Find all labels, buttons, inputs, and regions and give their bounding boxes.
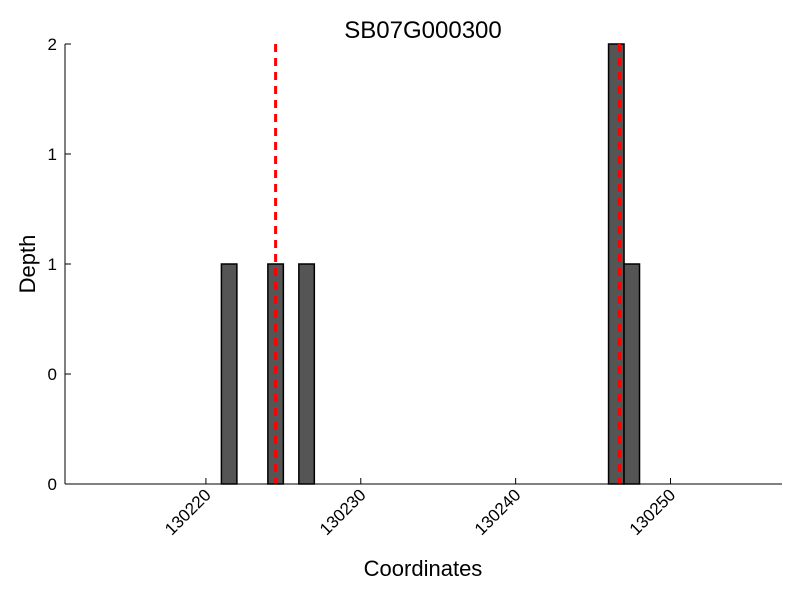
y-tick-label: 1 [48,255,57,274]
bar-0 [220,263,238,485]
vlines-group [274,44,621,484]
y-ticks: 0 0 1 1 2 [48,35,71,494]
y-tick-label: 0 [48,365,57,384]
chart-title: SB07G000300 [344,17,501,44]
y-tick-label: 1 [48,145,57,164]
bar-2 [298,263,316,485]
x-ticks: 130220 130230 130240 130250 [161,478,679,539]
bar-4 [623,263,641,485]
x-tick-label: 130250 [626,485,680,539]
y-tick-label: 0 [48,475,57,494]
x-axis-label: Coordinates [364,556,483,581]
y-tick-label: 2 [48,35,57,54]
bars-group [220,43,641,485]
x-tick-label: 130230 [316,485,370,539]
x-tick-label: 130220 [161,485,215,539]
y-axis-label: Depth [15,235,40,294]
x-tick-label: 130240 [471,485,525,539]
bar-3 [607,43,625,485]
